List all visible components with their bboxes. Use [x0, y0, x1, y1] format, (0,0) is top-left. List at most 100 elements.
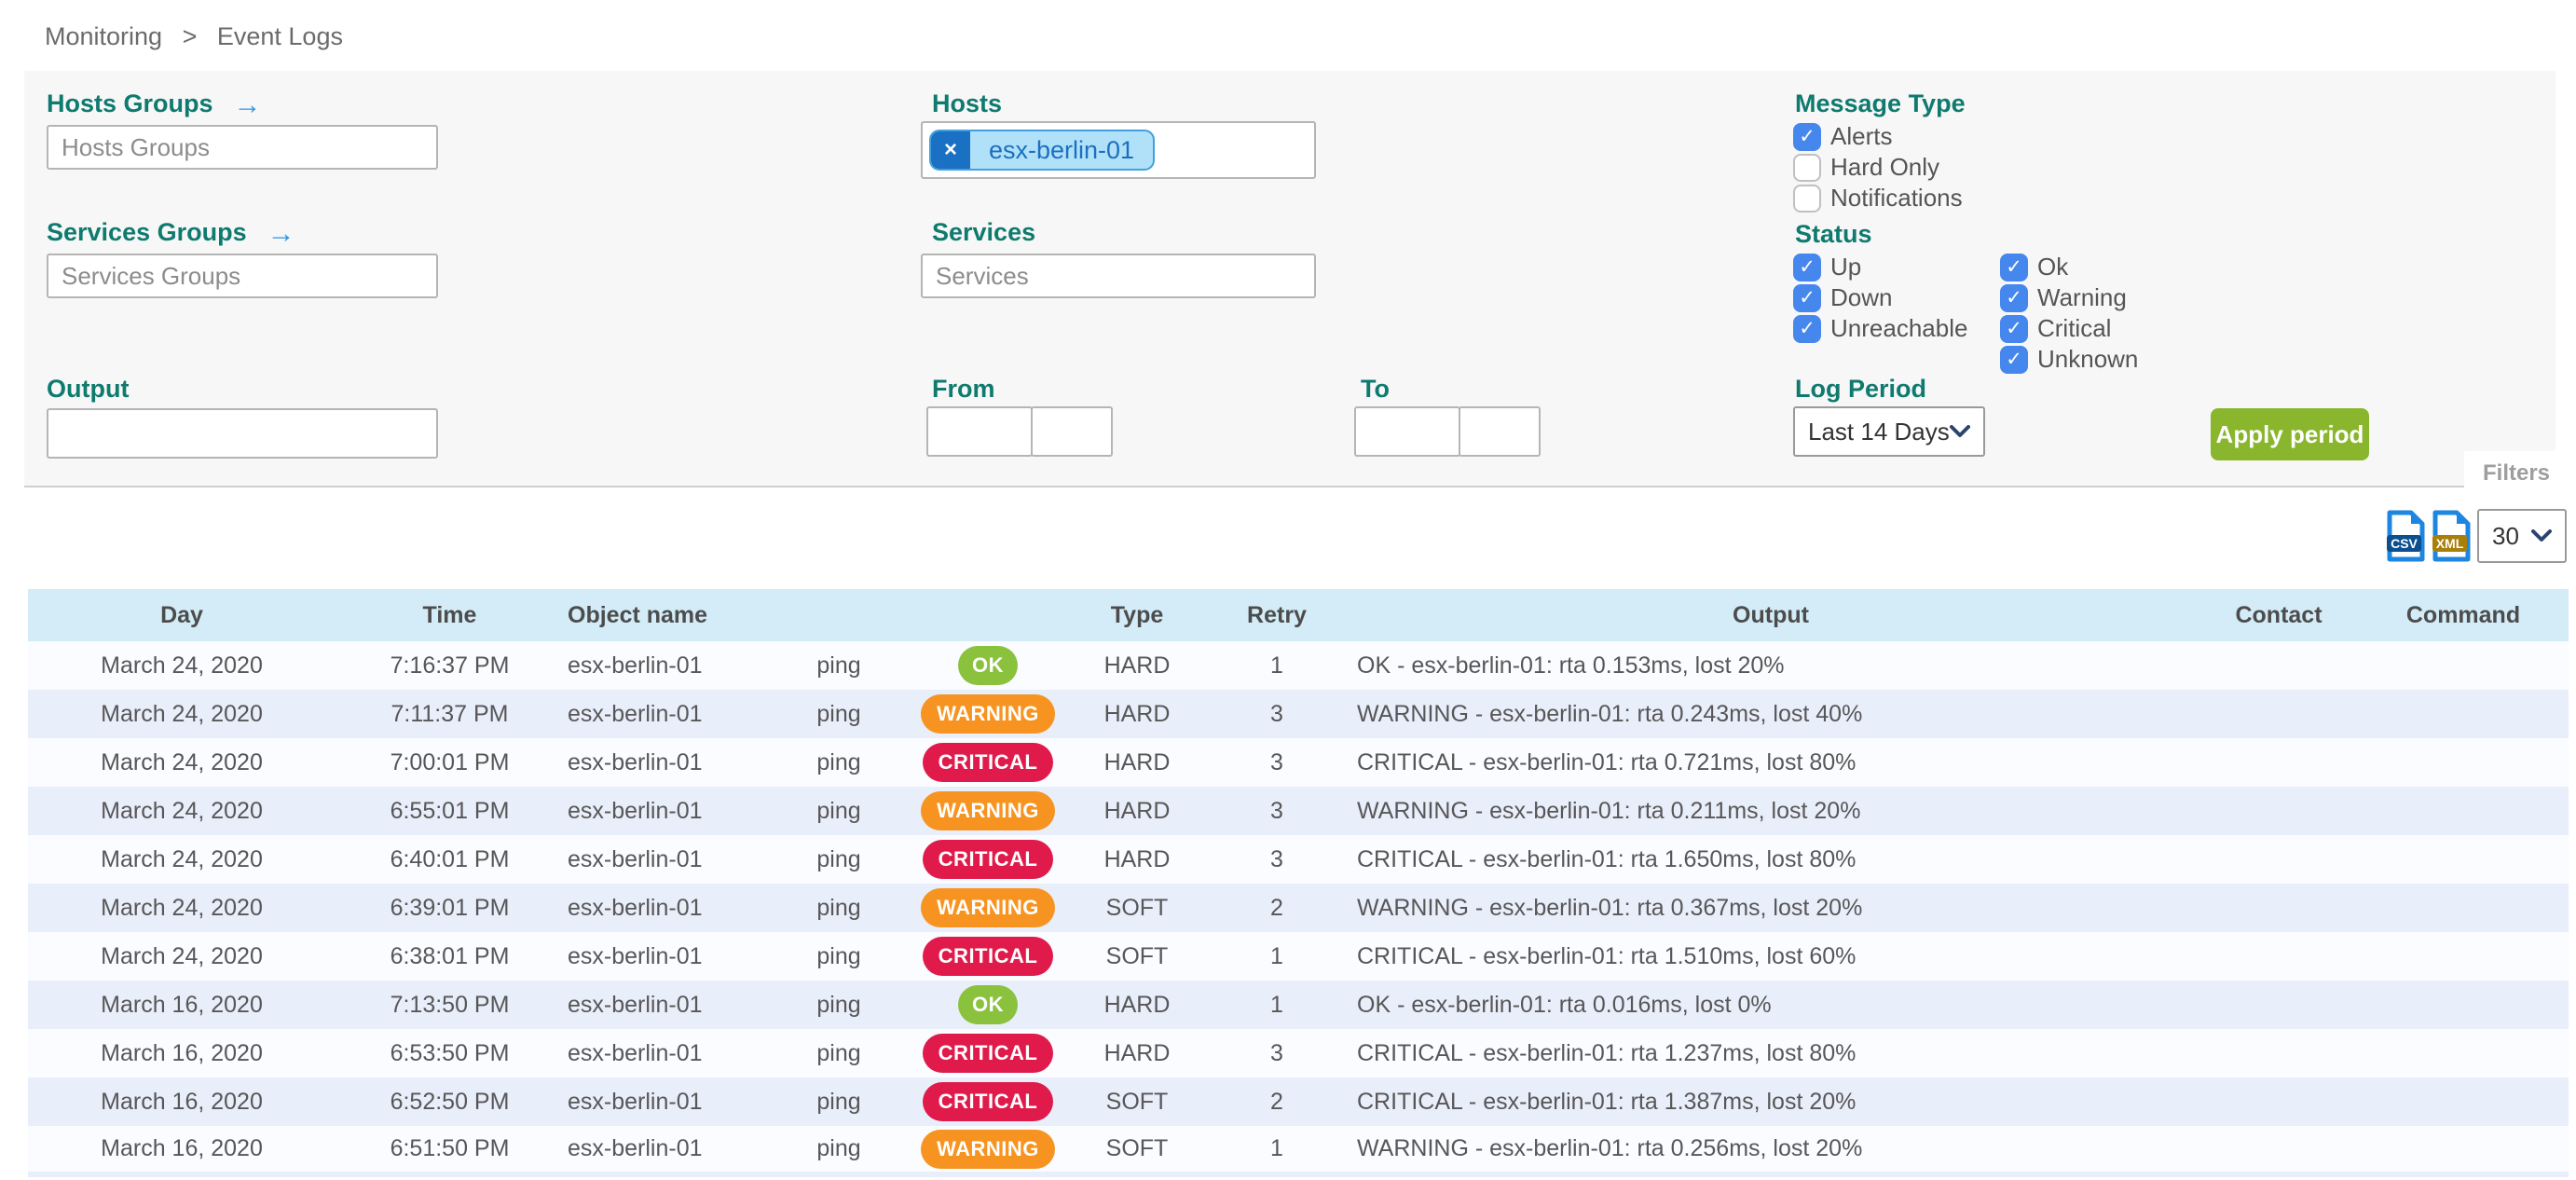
day-cell: March 16, 2020 [101, 1088, 263, 1115]
command-cell [2358, 787, 2569, 835]
hosts-groups-input[interactable] [47, 125, 438, 170]
log-period-select[interactable]: Last 14 Days [1793, 406, 1985, 457]
col-retry[interactable]: Retry [1212, 589, 1342, 641]
object-name-cell[interactable]: esx-berlin-01 [568, 1135, 703, 1161]
service-cell[interactable]: ping [816, 1088, 861, 1115]
table-row[interactable]: March 24, 2020 7:16:37 PM esx-berlin-01 … [28, 641, 2569, 690]
table-row[interactable]: March 24, 2020 7:00:01 PM esx-berlin-01 … [28, 738, 2569, 787]
checkbox-icon[interactable]: ✓ [2000, 345, 2028, 374]
table-row[interactable]: March 24, 2020 6:39:01 PM esx-berlin-01 … [28, 884, 2569, 932]
checkbox-down[interactable]: ✓ Down [1793, 282, 1967, 313]
table-row[interactable]: March 16, 2020 6:52:50 PM esx-berlin-01 … [28, 1077, 2569, 1126]
checkbox-unreachable[interactable]: ✓ Unreachable [1793, 313, 1967, 344]
page-size-select[interactable]: 30 [2477, 509, 2567, 563]
checkbox-ok[interactable]: ✓ Ok [2000, 252, 2138, 282]
svg-text:CSV: CSV [2391, 536, 2418, 551]
page-size-value: 30 [2492, 521, 2519, 550]
checkbox-hard-only[interactable]: ✓ Hard Only [1793, 152, 1963, 183]
log-period-value: Last 14 Days [1808, 417, 1950, 446]
hosts-input[interactable]: × esx-berlin-01 [921, 121, 1316, 179]
type-cell: SOFT [1105, 894, 1169, 921]
type-cell: HARD [1103, 748, 1171, 775]
type-cell: HARD [1103, 845, 1171, 872]
checkbox-icon[interactable]: ✓ [1793, 314, 1821, 343]
table-row[interactable]: March 24, 2020 6:38:01 PM esx-berlin-01 … [28, 932, 2569, 981]
service-cell[interactable]: ping [816, 1039, 861, 1066]
breadcrumb-monitoring[interactable]: Monitoring [45, 22, 163, 50]
object-name-cell[interactable]: esx-berlin-01 [568, 1039, 703, 1066]
col-day[interactable]: Day [28, 589, 336, 641]
output-cell: OK - esx-berlin-01: rta 0.016ms, lost 0% [1357, 991, 1772, 1018]
status-badge: CRITICAL [922, 937, 1054, 976]
object-name-cell[interactable]: esx-berlin-01 [568, 991, 703, 1018]
arrow-right-icon[interactable]: → [267, 218, 295, 249]
object-name-cell[interactable]: esx-berlin-01 [568, 700, 703, 727]
output-input[interactable] [47, 408, 438, 459]
command-cell [2358, 1077, 2569, 1126]
apply-period-button[interactable]: Apply period [2211, 408, 2369, 460]
service-cell[interactable]: ping [816, 700, 861, 727]
table-row[interactable]: March 24, 2020 6:55:01 PM esx-berlin-01 … [28, 787, 2569, 835]
service-cell[interactable]: ping [816, 942, 861, 969]
checkbox-unknown[interactable]: ✓ Unknown [2000, 344, 2138, 375]
output-label: Output [47, 375, 130, 403]
object-name-cell[interactable]: esx-berlin-01 [568, 942, 703, 969]
from-date-input[interactable] [926, 406, 1033, 457]
services-groups-input[interactable] [47, 254, 438, 298]
table-row[interactable]: March 16, 2020 6:51:50 PM esx-berlin-01 … [28, 1126, 2569, 1174]
arrow-right-icon[interactable]: → [233, 89, 262, 120]
object-name-cell[interactable]: esx-berlin-01 [568, 797, 703, 824]
service-cell[interactable]: ping [816, 748, 861, 775]
time-cell: 6:53:50 PM [390, 1039, 510, 1066]
service-cell[interactable]: ping [816, 1135, 861, 1161]
checkbox-icon[interactable]: ✓ [1793, 253, 1821, 281]
type-cell: HARD [1103, 700, 1171, 727]
checkbox-icon[interactable]: ✓ [2000, 314, 2028, 343]
to-date-input[interactable] [1354, 406, 1460, 457]
col-contact[interactable]: Contact [2199, 589, 2358, 641]
checkbox-warning[interactable]: ✓ Warning [2000, 282, 2138, 313]
services-input[interactable] [921, 254, 1316, 298]
checkbox-alerts[interactable]: ✓ Alerts [1793, 121, 1963, 152]
object-name-cell[interactable]: esx-berlin-01 [568, 1088, 703, 1115]
to-time-input[interactable] [1459, 406, 1541, 457]
checkbox-label: Notifications [1830, 184, 1963, 212]
filters-tab[interactable]: Filters [2464, 451, 2569, 495]
object-name-cell[interactable]: esx-berlin-01 [568, 845, 703, 872]
col-type[interactable]: Type [1062, 589, 1212, 641]
object-name-cell[interactable]: esx-berlin-01 [568, 652, 703, 679]
status-label: Status [1795, 220, 1872, 248]
from-time-input[interactable] [1031, 406, 1113, 457]
col-object[interactable]: Object name [564, 589, 764, 641]
table-row[interactable]: March 16, 2020 7:13:50 PM esx-berlin-01 … [28, 981, 2569, 1029]
checkbox-icon[interactable]: ✓ [1793, 184, 1821, 213]
table-row[interactable]: March 24, 2020 7:11:37 PM esx-berlin-01 … [28, 690, 2569, 738]
retry-cell: 2 [1270, 894, 1283, 921]
service-cell[interactable]: ping [816, 797, 861, 824]
service-cell[interactable]: ping [816, 652, 861, 679]
object-name-cell[interactable]: esx-berlin-01 [568, 894, 703, 921]
service-cell[interactable]: ping [816, 894, 861, 921]
checkbox-icon[interactable]: ✓ [1793, 153, 1821, 182]
checkbox-icon[interactable]: ✓ [1793, 283, 1821, 312]
contact-cell [2199, 835, 2358, 884]
export-xml-icon[interactable]: XML [2432, 510, 2471, 562]
service-cell[interactable]: ping [816, 991, 861, 1018]
export-csv-icon[interactable]: CSV [2386, 510, 2425, 562]
col-output[interactable]: Output [1342, 589, 2199, 641]
table-row[interactable]: March 24, 2020 6:40:01 PM esx-berlin-01 … [28, 835, 2569, 884]
checkbox-icon[interactable]: ✓ [2000, 253, 2028, 281]
type-cell: SOFT [1105, 942, 1169, 969]
checkbox-notifications[interactable]: ✓ Notifications [1793, 183, 1963, 213]
checkbox-critical[interactable]: ✓ Critical [2000, 313, 2138, 344]
service-cell[interactable]: ping [816, 845, 861, 872]
col-time[interactable]: Time [336, 589, 564, 641]
remove-tag-icon[interactable]: × [931, 131, 970, 169]
col-command[interactable]: Command [2358, 589, 2569, 641]
table-row[interactable]: March 16, 2020 6:53:50 PM esx-berlin-01 … [28, 1029, 2569, 1077]
checkbox-icon[interactable]: ✓ [2000, 283, 2028, 312]
checkbox-icon[interactable]: ✓ [1793, 122, 1821, 151]
checkbox-up[interactable]: ✓ Up [1793, 252, 1967, 282]
object-name-cell[interactable]: esx-berlin-01 [568, 748, 703, 775]
host-tag-label: esx-berlin-01 [989, 135, 1135, 164]
